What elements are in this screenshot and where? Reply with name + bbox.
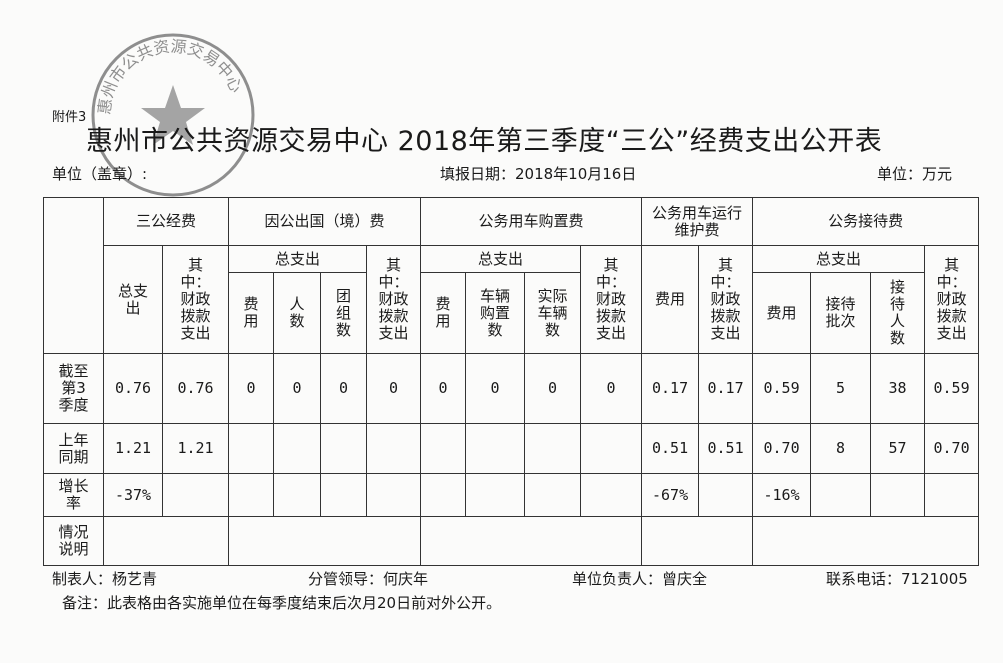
table-cell bbox=[524, 473, 582, 517]
table-cell bbox=[698, 473, 754, 517]
note-cell bbox=[420, 516, 643, 566]
col-header: 人数 bbox=[273, 272, 322, 354]
table-cell bbox=[161, 473, 230, 517]
note-cell bbox=[102, 516, 230, 566]
col-header: 其中：财政拨款支出 bbox=[924, 245, 980, 354]
table-cell: 1.21 bbox=[161, 423, 230, 474]
table-cell bbox=[273, 423, 322, 474]
table-cell: 0.76 bbox=[161, 353, 230, 424]
table-cell: 0.17 bbox=[641, 353, 700, 424]
table-row: 截至第3季度 0.76 0.76 0 0 0 0 0 0 0 0 0.17 0.17 0.59 5 38 0.5… bbox=[43, 353, 980, 424]
col-header: 其中：财政拨款支出 bbox=[698, 245, 754, 354]
unit-label: 单位（盖章）: bbox=[52, 165, 148, 183]
table-cell: 0.17 bbox=[698, 353, 754, 424]
table-maker: 制表人：杨艺青 bbox=[52, 570, 158, 588]
table-cell bbox=[924, 473, 980, 517]
group-header: 公务用车购置费 bbox=[420, 197, 643, 246]
group-header: 三公经费 bbox=[102, 197, 230, 246]
col-header: 总支出 bbox=[752, 245, 926, 273]
table-cell: 0 bbox=[420, 353, 467, 424]
table-cell bbox=[320, 423, 368, 474]
col-header: 总支出 bbox=[420, 245, 582, 273]
table-cell: 0 bbox=[524, 353, 582, 424]
col-header: 总支出 bbox=[228, 245, 368, 273]
table-cell: 0 bbox=[465, 353, 526, 424]
table-cell: 8 bbox=[810, 423, 872, 474]
table-cell: 1.21 bbox=[103, 423, 163, 474]
col-header: 费用 bbox=[420, 272, 467, 354]
expense-table: 三公经费 因公出国（境）费 公务用车购置费 公务用车运行维护费 公务接待费 总支… bbox=[43, 197, 980, 566]
table-cell: 57 bbox=[870, 423, 926, 474]
table-cell: -16% bbox=[752, 473, 812, 517]
table-cell bbox=[580, 423, 643, 474]
table-cell bbox=[870, 473, 926, 517]
group-header: 公务用车运行维护费 bbox=[641, 197, 754, 246]
row-label: 截至第3季度 bbox=[43, 353, 104, 424]
group-header: 因公出国（境）费 bbox=[228, 197, 422, 246]
table-cell: 0 bbox=[366, 353, 422, 424]
col-header: 费用 bbox=[641, 245, 700, 354]
table-cell bbox=[366, 423, 422, 474]
table-cell: 0.70 bbox=[752, 423, 812, 474]
col-header: 总支出 bbox=[103, 245, 163, 354]
table-cell bbox=[366, 473, 422, 517]
table-cell bbox=[420, 473, 467, 517]
col-header: 其中：财政拨款支出 bbox=[580, 245, 643, 354]
col-header: 团组数 bbox=[320, 272, 368, 354]
col-header: 费用 bbox=[228, 272, 275, 354]
col-header: 其中：财政拨款支出 bbox=[366, 245, 422, 354]
official-seal: 惠州市公共资源交易中心 bbox=[91, 33, 255, 197]
note-cell bbox=[641, 516, 754, 566]
table-row: 上年同期 1.21 1.21 0.51 0.51 0.70 8 57 0.70 bbox=[43, 423, 980, 474]
note-cell bbox=[228, 516, 422, 566]
supervising-leader: 分管领导：何庆年 bbox=[308, 570, 429, 588]
note-cell bbox=[752, 516, 980, 566]
attachment-label: 附件3 bbox=[52, 110, 87, 125]
table-row: 增长率 -37% -67% -16% bbox=[43, 473, 980, 517]
table-cell bbox=[524, 423, 582, 474]
col-header: 实际车辆数 bbox=[524, 272, 582, 354]
page-title: 惠州市公共资源交易中心 2018年第三季度“三公”经费支出公开表 bbox=[86, 126, 883, 157]
col-header: 费用 bbox=[752, 272, 812, 354]
table-cell bbox=[320, 473, 368, 517]
contact-phone: 联系电话：7121005 bbox=[826, 570, 968, 588]
table-cell: 0.70 bbox=[924, 423, 980, 474]
table-cell bbox=[228, 473, 275, 517]
table-cell bbox=[580, 473, 643, 517]
col-header: 接待人数 bbox=[870, 272, 926, 354]
table-row: 情况说明 bbox=[43, 516, 980, 566]
table-cell: 0.51 bbox=[641, 423, 700, 474]
corner-cell bbox=[43, 197, 104, 354]
table-cell: 0.59 bbox=[924, 353, 980, 424]
col-header: 车辆购置数 bbox=[465, 272, 526, 354]
table-cell bbox=[465, 473, 526, 517]
table-cell bbox=[465, 423, 526, 474]
row-label: 情况说明 bbox=[43, 516, 104, 566]
table-cell bbox=[420, 423, 467, 474]
col-header: 接待批次 bbox=[810, 272, 872, 354]
table-cell: 0.51 bbox=[698, 423, 754, 474]
table-cell bbox=[273, 473, 322, 517]
table-cell: 0.59 bbox=[752, 353, 812, 424]
unit-head: 单位负责人：曾庆全 bbox=[572, 570, 708, 588]
table-cell: 0 bbox=[273, 353, 322, 424]
group-header: 公务接待费 bbox=[752, 197, 980, 246]
fill-date: 填报日期：2018年10月16日 bbox=[440, 165, 637, 183]
table-cell bbox=[228, 423, 275, 474]
table-cell: -37% bbox=[103, 473, 163, 517]
row-label: 增长率 bbox=[43, 473, 104, 517]
table-cell: 0.76 bbox=[103, 353, 163, 424]
table-cell: 0 bbox=[580, 353, 643, 424]
table-cell: -67% bbox=[641, 473, 700, 517]
table-cell: 0 bbox=[320, 353, 368, 424]
col-header: 其中：财政拨款支出 bbox=[161, 245, 230, 354]
table-cell: 0 bbox=[228, 353, 275, 424]
row-label: 上年同期 bbox=[43, 423, 104, 474]
money-unit: 单位：万元 bbox=[877, 165, 953, 183]
table-cell: 5 bbox=[810, 353, 872, 424]
table-cell: 38 bbox=[870, 353, 926, 424]
remark: 备注：此表格由各实施单位在每季度结束后次月20日前对外公开。 bbox=[62, 594, 502, 612]
table-cell bbox=[810, 473, 872, 517]
